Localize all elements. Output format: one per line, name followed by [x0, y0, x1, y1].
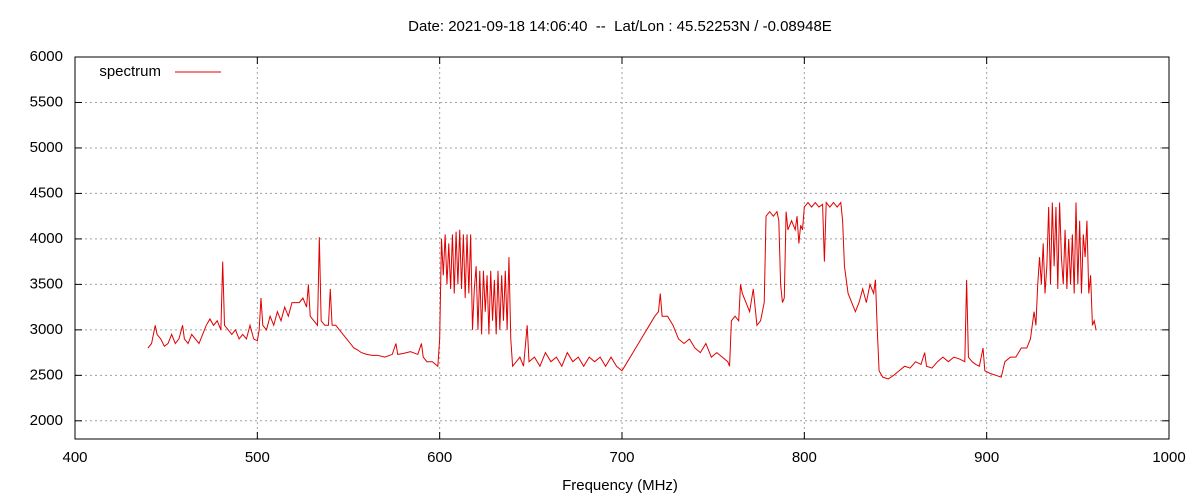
x-tick-label: 900 — [974, 449, 999, 466]
x-tick-label: 500 — [245, 449, 270, 466]
y-tick-label: 6000 — [30, 48, 63, 65]
spectrum-line — [147, 201, 1097, 380]
y-tick-label: 2000 — [30, 412, 63, 429]
y-tick-label: 5000 — [30, 139, 63, 156]
legend-label: spectrum — [99, 63, 161, 80]
y-tick-label: 4000 — [30, 230, 63, 247]
x-tick-label: 1000 — [1152, 449, 1185, 466]
y-tick-label: 3500 — [30, 275, 63, 292]
x-tick-label: 700 — [609, 449, 634, 466]
x-axis-label: Frequency (MHz) — [562, 477, 678, 494]
x-tick-label: 800 — [792, 449, 817, 466]
y-tick-label: 4500 — [30, 184, 63, 201]
x-tick-label: 600 — [427, 449, 452, 466]
y-tick-label: 5500 — [30, 93, 63, 110]
y-tick-label: 2500 — [30, 366, 63, 383]
x-tick-label: 400 — [62, 449, 87, 466]
chart-title: Date: 2021-09-18 14:06:40 -- Lat/Lon : 4… — [408, 18, 832, 35]
y-tick-label: 3000 — [30, 321, 63, 338]
plot-frame — [74, 56, 1170, 440]
